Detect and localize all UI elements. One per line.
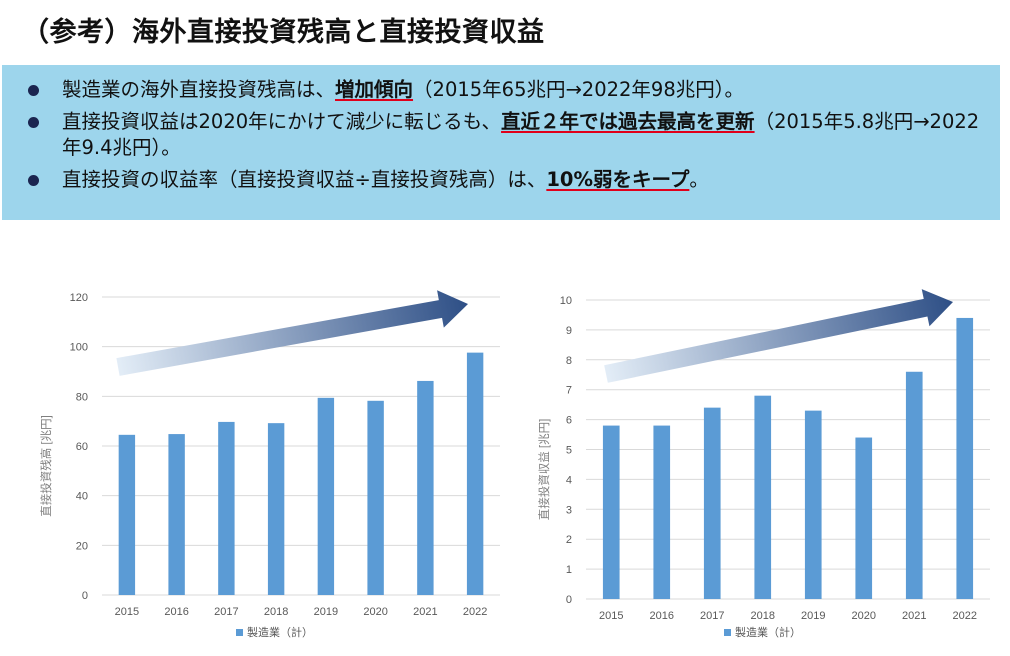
bullet-dot-icon <box>28 117 39 128</box>
legend-label: 製造業（計） <box>735 625 801 639</box>
x-tick-label: 2021 <box>413 606 437 618</box>
x-tick-label: 2020 <box>852 610 876 622</box>
bar <box>417 380 434 595</box>
chart-investment-balance: 0 20 40 60 80 100 120 2015 2016 2017 2018 2019 2020 2… <box>18 262 508 656</box>
legend-swatch <box>236 629 243 636</box>
y-tick-label: 3 <box>566 504 572 516</box>
bullet-item: 製造業の海外直接投資残高は、増加傾向（2015年65兆円→2022年98兆円）。 <box>24 77 980 103</box>
bar <box>703 407 721 599</box>
bar <box>317 397 335 595</box>
bullet-item: 直接投資の収益率（直接投資収益÷直接投資残高）は、10%弱をキープ。 <box>24 167 980 193</box>
legend-label: 製造業（計） <box>247 625 313 639</box>
y-tick-label: 80 <box>76 391 88 403</box>
x-tick-label: 2020 <box>363 606 387 618</box>
y-tick-label: 2 <box>566 534 572 546</box>
x-tick-label: 2017 <box>214 606 238 618</box>
y-tick-label: 9 <box>566 325 572 337</box>
x-tick-label: 2015 <box>115 606 139 618</box>
y-tick-label: 40 <box>76 491 88 503</box>
bullet-text: 直接投資収益は2020年にかけて減少に転じるも、 <box>62 110 502 133</box>
x-tick-label: 2019 <box>801 610 825 622</box>
bullet-emphasis: 増加傾向 <box>335 78 414 101</box>
bar <box>602 425 620 599</box>
y-tick-label: 100 <box>70 342 88 354</box>
trend-arrow-shape <box>604 289 953 383</box>
bullet-dot-icon <box>28 85 39 96</box>
bullet-dot-icon <box>28 175 39 186</box>
x-tick-label: 2016 <box>650 610 674 622</box>
legend-swatch <box>724 629 731 636</box>
page-title: （参考）海外直接投資残高と直接投資収益 <box>22 17 545 48</box>
y-tick-label: 7 <box>566 385 572 397</box>
bullet-text: 直接投資の収益率（直接投資収益÷直接投資残高）は、 <box>62 168 547 191</box>
y-tick-label: 60 <box>76 441 88 453</box>
x-tick-label: 2022 <box>953 610 977 622</box>
bar <box>754 395 772 599</box>
bar <box>653 425 671 599</box>
y-tick-label: 4 <box>566 474 572 486</box>
y-tick-label: 8 <box>566 355 572 367</box>
chart-balance-svg: 0 20 40 60 80 100 120 2015 2016 2017 2018 2019 2020 2… <box>39 290 500 639</box>
bullet-emphasis: 直近２年では過去最高を更新 <box>501 110 755 133</box>
bullet-text: 。 <box>689 168 709 191</box>
bar <box>855 437 873 599</box>
y-tick-label: 6 <box>566 415 572 427</box>
bullet-text: （2015年65兆円→2022年98兆円）。 <box>413 78 744 101</box>
bullet-item: 直接投資収益は2020年にかけて減少に転じるも、直近２年では過去最高を更新（20… <box>24 109 980 161</box>
bar <box>267 423 285 595</box>
trend-arrow-icon <box>116 290 469 376</box>
y-tick-label: 0 <box>82 590 88 602</box>
bullet-emphasis: 10%弱をキープ <box>546 168 690 191</box>
bullet-text: （2015年5.8兆円→2022年9.4兆円）。 <box>62 110 980 159</box>
x-tick-label: 2019 <box>314 606 338 618</box>
chart-income-svg: 0 1 2 3 4 5 6 7 8 9 10 2015 2016 2017 2018 2019 2020 2021… <box>537 289 990 639</box>
bar <box>367 400 384 595</box>
bar <box>905 371 923 599</box>
y-tick-label: 120 <box>70 292 88 304</box>
y-tick-label: 1 <box>566 564 572 576</box>
bar <box>466 352 484 595</box>
x-tick-label: 2018 <box>264 606 288 618</box>
bar <box>804 410 822 599</box>
summary-box: 製造業の海外直接投資残高は、増加傾向（2015年65兆円→2022年98兆円）。… <box>2 65 1000 220</box>
bar <box>168 434 185 595</box>
y-tick-label: 20 <box>76 540 88 552</box>
y-axis-label: 直接投資残高 [兆円] <box>39 415 53 517</box>
x-tick-label: 2021 <box>902 610 926 622</box>
x-tick-label: 2015 <box>599 610 623 622</box>
bar <box>118 434 136 595</box>
x-tick-label: 2016 <box>164 606 188 618</box>
x-tick-label: 2022 <box>463 606 487 618</box>
trend-arrow-icon <box>604 289 953 383</box>
y-axis-label: 直接投資収益 [兆円] <box>537 419 551 521</box>
bar <box>956 317 974 599</box>
trend-arrow-shape <box>116 290 469 376</box>
x-tick-label: 2017 <box>700 610 724 622</box>
x-tick-label: 2018 <box>751 610 775 622</box>
bullet-text: 製造業の海外直接投資残高は、 <box>62 78 336 101</box>
bar <box>218 421 235 595</box>
chart-investment-income: 0 1 2 3 4 5 6 7 8 9 10 2015 2016 2017 2018 2019 2020 2021… <box>518 262 1008 656</box>
y-tick-label: 10 <box>560 295 572 307</box>
y-tick-label: 0 <box>566 594 572 606</box>
y-tick-label: 5 <box>566 445 572 457</box>
